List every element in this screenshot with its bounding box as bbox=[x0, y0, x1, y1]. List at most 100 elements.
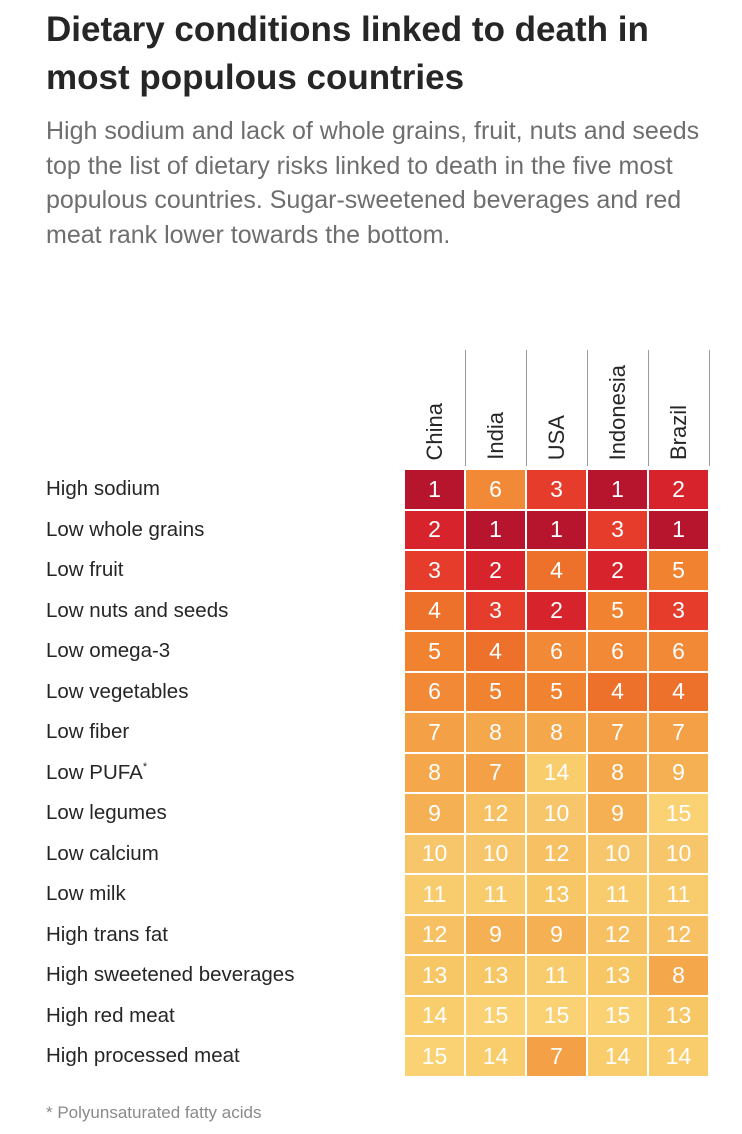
chart-title: Dietary conditions linked to death in mo… bbox=[46, 10, 649, 97]
row-label-text: Low milk bbox=[46, 882, 126, 905]
rank-cell-low-fruit-india: 2 bbox=[466, 551, 525, 590]
rank-cell-low-fruit-usa: 4 bbox=[527, 551, 586, 590]
rank-cell-high-red-meat-indonesia: 15 bbox=[588, 996, 647, 1035]
footnote: * Polyunsaturated fatty acids bbox=[46, 1103, 262, 1122]
rank-cell-high-sodium-usa: 3 bbox=[527, 470, 586, 509]
rank-cell-low-fruit-brazil: 5 bbox=[649, 551, 708, 590]
rank-cell-low-calcium-china: 10 bbox=[405, 834, 464, 873]
rank-cell-high-trans-fat-usa: 9 bbox=[527, 915, 586, 954]
row-label-low-fiber: Low fiber bbox=[46, 712, 129, 753]
rank-cell-high-red-meat-china: 14 bbox=[405, 996, 464, 1035]
rank-cell-high-processed-meat-usa: 7 bbox=[527, 1037, 586, 1076]
rank-cell-low-omega-3-usa: 6 bbox=[527, 632, 586, 671]
rank-cell-low-nuts-and-seeds-usa: 2 bbox=[527, 591, 586, 630]
rank-cell-low-nuts-and-seeds-china: 4 bbox=[405, 591, 464, 630]
rank-cell-high-sweetened-beverages-usa: 11 bbox=[527, 956, 586, 995]
row-label-text: Low fiber bbox=[46, 720, 130, 743]
row-label-text: Low legumes bbox=[46, 801, 167, 824]
row-label-low-legumes: Low legumes bbox=[46, 793, 167, 834]
rank-cell-low-whole-grains-brazil: 1 bbox=[649, 510, 708, 549]
row-label-low-vegetables: Low vegetables bbox=[46, 672, 188, 713]
row-label-text: High sweetened beverages bbox=[46, 963, 295, 986]
rank-cell-low-omega-3-indonesia: 6 bbox=[588, 632, 647, 671]
rank-cell-high-trans-fat-brazil: 12 bbox=[649, 915, 708, 954]
row-label-low-calcium: Low calcium bbox=[46, 834, 159, 875]
rank-cell-high-sodium-china: 1 bbox=[405, 470, 464, 509]
row-label-low-milk: Low milk bbox=[46, 874, 126, 915]
rank-cell-low-omega-3-brazil: 6 bbox=[649, 632, 708, 671]
rank-cell-low-vegetables-china: 6 bbox=[405, 672, 464, 711]
rank-cell-low-fiber-china: 7 bbox=[405, 713, 464, 752]
rank-cell-low-omega-3-china: 5 bbox=[405, 632, 464, 671]
rank-cell-low-nuts-and-seeds-indonesia: 5 bbox=[588, 591, 647, 630]
rank-cell-high-red-meat-india: 15 bbox=[466, 996, 525, 1035]
rank-cell-high-processed-meat-india: 14 bbox=[466, 1037, 525, 1076]
rank-cell-low-fruit-indonesia: 2 bbox=[588, 551, 647, 590]
rank-cell-high-trans-fat-india: 9 bbox=[466, 915, 525, 954]
column-header-brazil: Brazil bbox=[649, 300, 708, 460]
rank-cell-high-processed-meat-indonesia: 14 bbox=[588, 1037, 647, 1076]
row-label-high-sweetened-beverages: High sweetened beverages bbox=[46, 955, 294, 996]
rank-cell-low-vegetables-india: 5 bbox=[466, 672, 525, 711]
rank-cell-low-calcium-india: 10 bbox=[466, 834, 525, 873]
column-header-usa: USA bbox=[527, 300, 586, 460]
row-label-low-fruit: Low fruit bbox=[46, 550, 123, 591]
chart-subtitle: High sodium and lack of whole grains, fr… bbox=[46, 117, 700, 249]
row-label-low-pufa: Low PUFA* bbox=[46, 753, 147, 794]
row-label-high-processed-meat: High processed meat bbox=[46, 1036, 240, 1077]
rank-cell-low-vegetables-brazil: 4 bbox=[649, 672, 708, 711]
row-label-text: Low nuts and seeds bbox=[46, 598, 229, 622]
rank-cell-low-legumes-india: 12 bbox=[466, 794, 525, 833]
rank-cell-low-whole-grains-india: 1 bbox=[466, 510, 525, 549]
rank-cell-low-vegetables-usa: 5 bbox=[527, 672, 586, 711]
rank-cell-low-nuts-and-seeds-india: 3 bbox=[466, 591, 525, 630]
row-label-low-omega-3: Low omega-3 bbox=[46, 631, 170, 672]
rank-cell-high-sweetened-beverages-indonesia: 13 bbox=[588, 956, 647, 995]
column-separator bbox=[587, 350, 588, 466]
rank-cell-low-pufa-india: 7 bbox=[466, 753, 525, 792]
column-separator bbox=[526, 350, 527, 466]
rank-cell-low-pufa-usa: 14 bbox=[527, 753, 586, 792]
rank-cell-low-legumes-indonesia: 9 bbox=[588, 794, 647, 833]
row-label-text: High sodium bbox=[46, 477, 160, 500]
rank-cell-low-fiber-brazil: 7 bbox=[649, 713, 708, 752]
rank-cell-low-vegetables-indonesia: 4 bbox=[588, 672, 647, 711]
rank-cell-low-whole-grains-usa: 1 bbox=[527, 510, 586, 549]
rank-cell-high-processed-meat-china: 15 bbox=[405, 1037, 464, 1076]
rank-cell-low-milk-india: 11 bbox=[466, 875, 525, 914]
row-label-text: Low calcium bbox=[46, 841, 159, 865]
rank-cell-low-milk-brazil: 11 bbox=[649, 875, 708, 914]
column-header-label: USA bbox=[543, 414, 569, 460]
rank-cell-high-red-meat-brazil: 13 bbox=[649, 996, 708, 1035]
rank-cell-high-sweetened-beverages-china: 13 bbox=[405, 956, 464, 995]
column-header-label: Indonesia bbox=[604, 364, 630, 460]
row-label-text: High red meat bbox=[46, 1003, 175, 1027]
rank-cell-high-red-meat-usa: 15 bbox=[527, 996, 586, 1035]
rank-cell-low-fiber-indonesia: 7 bbox=[588, 713, 647, 752]
row-label-text: Low vegetables bbox=[46, 679, 189, 703]
rank-cell-low-pufa-china: 8 bbox=[405, 753, 464, 792]
rank-cell-high-trans-fat-indonesia: 12 bbox=[588, 915, 647, 954]
rank-cell-low-milk-usa: 13 bbox=[527, 875, 586, 914]
rank-cell-low-fiber-india: 8 bbox=[466, 713, 525, 752]
rank-cell-low-fruit-china: 3 bbox=[405, 551, 464, 590]
row-label-high-trans-fat: High trans fat bbox=[46, 915, 168, 956]
column-header-china: China bbox=[405, 300, 464, 460]
rank-cell-high-sodium-indonesia: 1 bbox=[588, 470, 647, 509]
rank-cell-low-legumes-china: 9 bbox=[405, 794, 464, 833]
rank-cell-low-calcium-indonesia: 10 bbox=[588, 834, 647, 873]
row-label-low-whole-grains: Low whole grains bbox=[46, 510, 204, 551]
rank-cell-low-legumes-brazil: 15 bbox=[649, 794, 708, 833]
row-label-text: Low PUFA bbox=[46, 760, 143, 784]
rank-cell-high-processed-meat-brazil: 14 bbox=[649, 1037, 708, 1076]
rank-cell-high-sodium-india: 6 bbox=[466, 470, 525, 509]
row-label-text: Low whole grains bbox=[46, 517, 205, 541]
column-header-label: China bbox=[421, 402, 447, 460]
footnote-marker: * bbox=[142, 760, 148, 773]
rank-cell-high-sodium-brazil: 2 bbox=[649, 470, 708, 509]
row-label-high-red-meat: High red meat bbox=[46, 996, 175, 1037]
rank-cell-low-calcium-brazil: 10 bbox=[649, 834, 708, 873]
row-label-text: Low fruit bbox=[46, 558, 124, 581]
rank-cell-low-calcium-usa: 12 bbox=[527, 834, 586, 873]
row-label-text: High processed meat bbox=[46, 1044, 240, 1067]
